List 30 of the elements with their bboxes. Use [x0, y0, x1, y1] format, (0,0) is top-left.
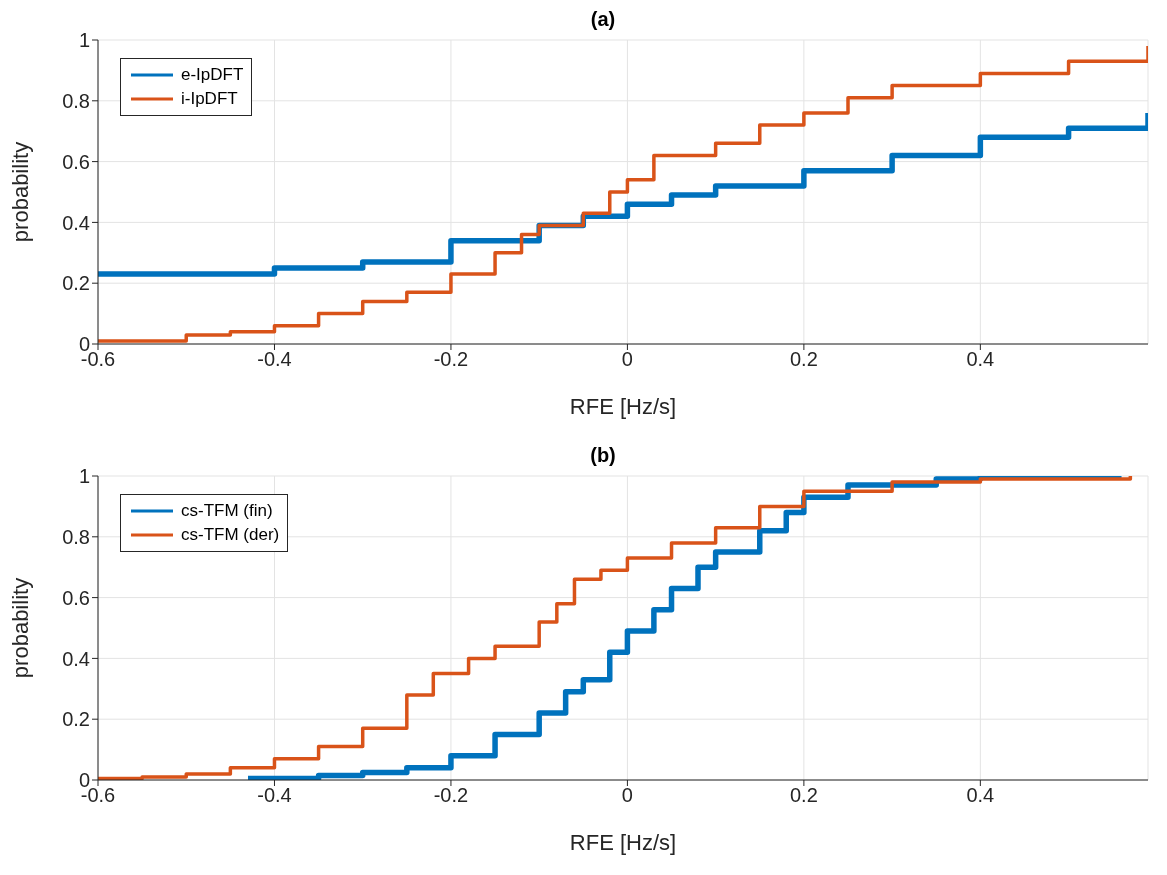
y-tick-label: 0.2 [62, 708, 90, 731]
y-tick-label: 0.2 [62, 272, 90, 295]
y-tick-label: 0.6 [62, 150, 90, 173]
y-tick-label: 1 [78, 29, 90, 52]
y-axis-title: probability [7, 577, 33, 679]
x-axis-title: RFE [Hz/s] [569, 830, 677, 855]
x-tick-label: 0 [621, 784, 633, 807]
chart-title: (a) [590, 8, 616, 30]
chart-title: (b) [590, 444, 616, 466]
y-axis-title: probability [7, 141, 33, 243]
legend-label: cs-TFM (fin) [181, 500, 273, 522]
y-tick-label: 0.8 [62, 89, 90, 112]
legend-label: e-IpDFT [181, 64, 244, 86]
x-tick-label: -0.2 [433, 784, 469, 807]
y-tick-label: 1 [78, 465, 90, 488]
legend-label: i-IpDFT [181, 88, 238, 110]
x-tick-label: 0.4 [966, 784, 995, 807]
x-tick-label: 0.4 [966, 348, 995, 371]
legend-label: cs-TFM (der) [181, 524, 280, 546]
y-tick-label: 0.8 [62, 525, 90, 548]
x-axis-title: RFE [Hz/s] [569, 394, 677, 419]
x-tick-label: -0.2 [433, 348, 469, 371]
x-tick-label: 0 [621, 348, 633, 371]
x-tick-label: -0.4 [257, 348, 292, 371]
y-tick-label: 0.4 [62, 647, 90, 670]
x-tick-label: -0.4 [257, 784, 292, 807]
y-tick-label: 0.4 [62, 211, 90, 234]
x-tick-label: 0.2 [789, 348, 818, 371]
x-tick-label: 0.2 [789, 784, 818, 807]
y-tick-label: 0.6 [62, 586, 90, 609]
